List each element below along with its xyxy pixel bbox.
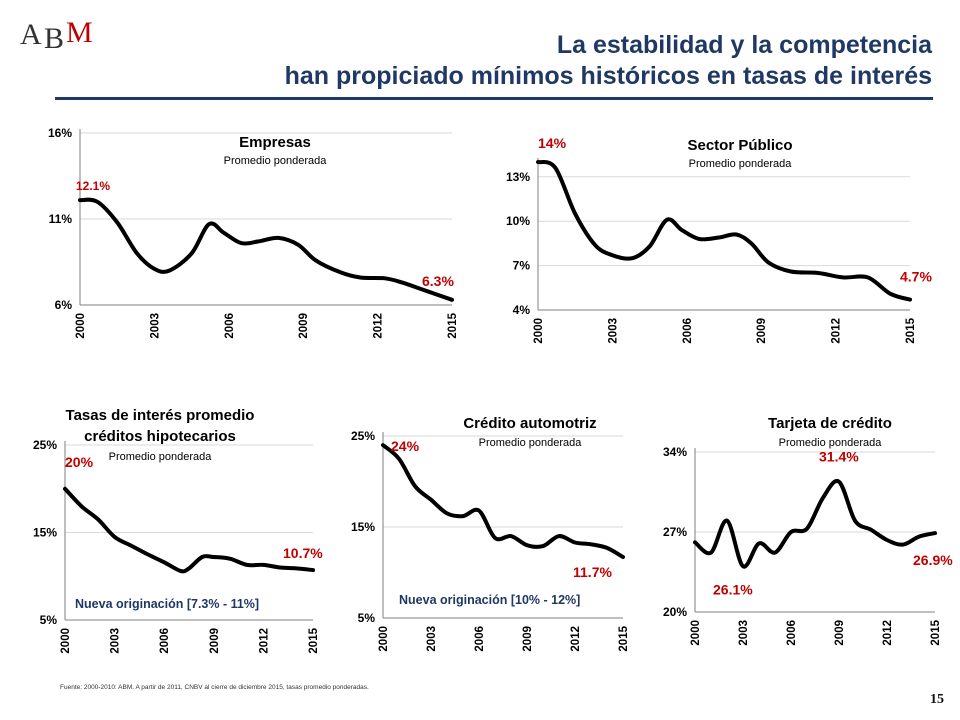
x-tick-label: 2015 <box>905 317 917 343</box>
data-label: 6.3% <box>422 273 454 289</box>
page-title-line1: La estabilidad y la competencia <box>556 31 932 59</box>
series-line <box>78 197 454 302</box>
page-number: 15 <box>930 692 944 707</box>
x-tick-label: 2012 <box>373 313 385 339</box>
data-label: 10.7% <box>283 545 323 561</box>
data-label: 4.7% <box>900 269 932 285</box>
x-tick-label: 2003 <box>738 620 750 646</box>
x-tick-label: 2015 <box>930 619 942 645</box>
x-tick-label: 2009 <box>834 620 846 646</box>
chart-title-line2: créditos hipotecarios <box>84 428 236 445</box>
x-tick-label: 2000 <box>378 626 390 652</box>
x-tick-label: 2012 <box>831 318 843 344</box>
chart-subtitle: Promedio ponderada <box>479 437 583 449</box>
x-tick-label: 2012 <box>258 628 270 654</box>
x-tick-label: 2000 <box>690 620 702 646</box>
x-tick-label: 2006 <box>474 626 486 652</box>
y-tick-label: 27% <box>663 525 687 539</box>
data-label: 26.1% <box>713 581 753 597</box>
series-line <box>63 486 315 574</box>
series-line <box>536 160 912 302</box>
chart-tarjeta-credito: 34% 27% 20%2000 2003 2006 2009 2012 2015 Tarjeta… <box>663 415 953 646</box>
page-title: La estabilidad y la competencia han prop… <box>285 30 932 92</box>
logo-letter-m: M <box>66 16 93 49</box>
x-tick-label: 2009 <box>756 318 768 344</box>
x-tick-label: 2009 <box>298 313 310 339</box>
data-label: 20% <box>65 454 94 470</box>
data-label: 11.7% <box>573 564 612 580</box>
chart-title: Tasas de interés promedio <box>66 407 255 424</box>
y-tick-label: 7% <box>513 259 531 273</box>
chart-automotriz: 25% 15% 5%2000 2003 2006 2009 2012 2015 Crédito … <box>351 415 630 652</box>
chart-sector-publico: 13% 10% 7% 4%2000 2003 2006 2009 2012 2015 Sector… <box>506 135 932 344</box>
data-label: 12.1% <box>76 179 110 193</box>
x-tick-label: 2009 <box>522 626 534 652</box>
y-tick-label: 25% <box>33 438 57 452</box>
x-tick-label: 2006 <box>224 313 236 339</box>
data-label: 26.9% <box>913 552 953 568</box>
x-tick-label: 2003 <box>426 626 438 652</box>
x-tick-label: 2000 <box>75 313 87 339</box>
abm-logo: A B M <box>20 16 93 55</box>
chart-subtitle: Promedio ponderada <box>689 158 793 170</box>
x-tick-label: 2015 <box>308 627 320 653</box>
y-tick-label: 25% <box>351 429 375 443</box>
x-tick-label: 2006 <box>159 628 171 654</box>
x-tick-label: 2003 <box>110 628 122 654</box>
page-title-line2: han propiciado mínimos históricos en tas… <box>284 62 932 90</box>
logo-letter-b: B <box>44 22 64 55</box>
y-tick-label: 16% <box>48 126 72 140</box>
y-tick-label: 6% <box>55 298 73 312</box>
source-note: Fuente: 2000-2010: ABM. A partir de 2011… <box>60 684 369 691</box>
data-label: 31.4% <box>819 449 859 465</box>
y-tick-label: 15% <box>33 526 57 540</box>
chart-title: Empresas <box>239 134 311 151</box>
x-tick-label: 2006 <box>682 318 694 344</box>
y-tick-label: 34% <box>663 445 687 459</box>
chart-title: Sector Público <box>687 137 792 154</box>
x-tick-label: 2003 <box>149 313 161 339</box>
chart-subtitle: Promedio ponderada <box>109 451 213 463</box>
y-tick-label: 10% <box>506 214 530 228</box>
series-line <box>693 479 937 569</box>
x-tick-label: 2012 <box>570 626 582 652</box>
y-tick-label: 5% <box>40 613 58 627</box>
x-tick-label: 2000 <box>533 318 545 344</box>
title-divider <box>55 97 933 100</box>
y-tick-label: 20% <box>663 605 687 619</box>
x-tick-label: 2000 <box>60 628 72 654</box>
x-tick-label: 2015 <box>447 312 459 338</box>
y-tick-label: 13% <box>506 170 530 184</box>
chart-title: Tarjeta de crédito <box>768 415 892 432</box>
y-tick-label: 4% <box>513 303 531 317</box>
y-tick-label: 5% <box>358 611 376 625</box>
y-tick-label: 15% <box>351 520 375 534</box>
logo-letter-a: A <box>20 18 42 51</box>
chart-empresas: 16% 11% 6%2000 2003 2006 2009 2012 2015 Empresas… <box>48 126 459 339</box>
chart-subtitle: Promedio ponderada <box>224 155 328 167</box>
chart-subtitle: Promedio ponderada <box>779 437 883 449</box>
chart-title: Crédito automotriz <box>463 415 596 432</box>
chart-hipotecarios: 25% 15% 5%2000 2003 2006 2009 2012 2015 Tasas de… <box>33 407 323 654</box>
x-tick-label: 2012 <box>882 620 894 646</box>
y-tick-label: 11% <box>49 212 73 226</box>
series-line <box>381 443 625 559</box>
originacion-note: Nueva originación [7.3% - 11%] <box>75 597 259 611</box>
x-tick-label: 2006 <box>786 620 798 646</box>
x-tick-label: 2003 <box>607 318 619 344</box>
originacion-note: Nueva originación [10% - 12%] <box>399 593 580 607</box>
data-label: 24% <box>391 438 420 454</box>
x-tick-label: 2009 <box>209 628 221 654</box>
x-tick-label: 2015 <box>618 625 630 651</box>
data-label: 14% <box>538 135 567 151</box>
